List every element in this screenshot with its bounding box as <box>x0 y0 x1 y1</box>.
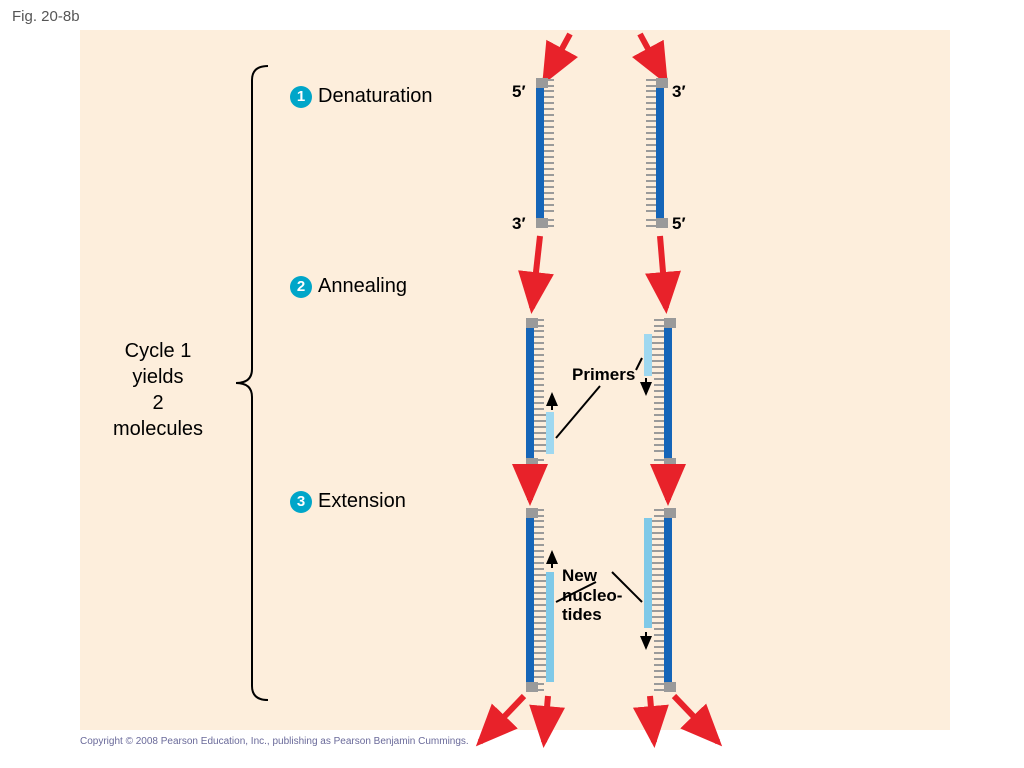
diagram-svg <box>0 0 1024 768</box>
